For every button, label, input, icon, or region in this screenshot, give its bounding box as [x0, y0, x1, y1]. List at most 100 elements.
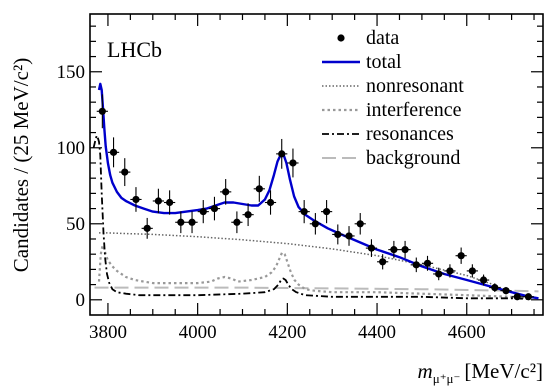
data-marker — [401, 246, 409, 254]
background-curve — [94, 286, 539, 293]
data-marker — [479, 276, 488, 284]
legend-entry-data: data — [337, 27, 399, 49]
data-point — [220, 179, 232, 205]
data-point — [500, 286, 512, 295]
x-axis-title-sub: μ⁺μ⁻ — [433, 371, 461, 386]
data-point — [298, 200, 310, 224]
data-point — [152, 188, 165, 214]
data-marker — [502, 287, 510, 295]
data-point — [466, 264, 478, 278]
data-point — [444, 264, 456, 278]
data-marker — [255, 185, 263, 193]
legend-entry-background: background — [322, 147, 460, 169]
legend-label: resonances — [366, 123, 454, 145]
data-point — [242, 203, 254, 227]
data-point — [455, 247, 467, 264]
data-point — [119, 158, 131, 187]
legend-marker — [337, 34, 345, 42]
data-point — [107, 137, 120, 168]
legend-entry-interference: interference — [322, 99, 462, 121]
plot-frame — [89, 13, 544, 316]
data-marker — [513, 293, 521, 301]
x-tick-label: 4200 — [268, 322, 306, 343]
data-marker — [177, 218, 185, 226]
data-point — [175, 211, 187, 234]
data-point — [141, 217, 153, 239]
data-marker — [468, 267, 476, 275]
x-tick-label: 4600 — [448, 322, 486, 343]
x-tick-labels: 3800 4000 4200 4400 4600 — [89, 322, 486, 343]
y-tick-label: 50 — [66, 214, 85, 235]
data-points — [96, 94, 535, 301]
legend-entry-nonresonant: nonresonant — [322, 75, 464, 97]
data-point — [489, 283, 501, 292]
data-point — [130, 187, 142, 212]
x-tick-label: 3800 — [89, 322, 127, 343]
data-marker — [367, 244, 376, 252]
data-marker — [412, 261, 420, 269]
legend-label: data — [366, 27, 399, 49]
legend: datatotalnonresonantinterferenceresonanc… — [322, 27, 464, 169]
data-point — [522, 293, 535, 301]
data-marker — [289, 159, 297, 167]
data-marker — [300, 208, 308, 216]
data-marker — [423, 259, 432, 267]
data-marker — [199, 208, 207, 216]
lhcb-label: LHCb — [107, 37, 162, 62]
y-tick-label: 0 — [76, 290, 86, 311]
legend-label: interference — [366, 99, 462, 121]
data-point — [320, 200, 333, 224]
legend-entry-resonances: resonances — [322, 123, 454, 145]
data-point — [309, 213, 321, 235]
data-point — [287, 148, 299, 178]
data-point — [433, 267, 445, 281]
data-marker — [356, 220, 364, 228]
data-marker — [132, 195, 140, 204]
data-marker — [222, 188, 230, 196]
data-marker — [379, 258, 387, 266]
x-axis-title-var: m — [418, 359, 433, 383]
data-point — [164, 190, 176, 215]
data-marker — [322, 208, 331, 216]
y-tick-label: 150 — [57, 62, 86, 83]
data-point — [208, 196, 221, 221]
data-point — [96, 94, 108, 129]
data-marker — [524, 293, 533, 301]
data-marker — [109, 148, 118, 156]
data-marker — [457, 252, 465, 260]
data-marker — [334, 230, 342, 239]
legend-entry-total: total — [322, 51, 402, 73]
y-axis-title: Candidates / (25 MeV/c²) — [9, 58, 33, 273]
data-point — [410, 257, 422, 273]
x-axis-title: mμ⁺μ⁻ [MeV/c²] — [418, 359, 543, 386]
data-marker — [446, 267, 454, 275]
data-point — [421, 255, 434, 271]
resonances-curve — [92, 134, 530, 300]
data-point — [231, 211, 243, 234]
x-tick-label: 4000 — [179, 322, 217, 343]
data-point — [276, 138, 288, 169]
legend-label: background — [366, 147, 460, 169]
data-point — [511, 293, 523, 301]
data-point — [332, 224, 344, 245]
data-marker — [121, 168, 129, 176]
data-point — [264, 190, 277, 215]
data-marker — [98, 107, 106, 115]
data-marker — [244, 211, 252, 219]
data-marker — [233, 218, 241, 226]
data-point — [197, 200, 209, 224]
x-tick-label: 4400 — [358, 322, 396, 343]
data-marker — [266, 198, 275, 207]
data-point — [186, 211, 198, 234]
data-marker — [166, 198, 174, 207]
data-point — [477, 274, 490, 286]
data-marker — [311, 220, 319, 228]
data-marker — [278, 150, 286, 158]
x-axis-title-units: [MeV/c²] — [464, 359, 543, 383]
data-marker — [390, 246, 398, 254]
legend-label: nonresonant — [366, 75, 464, 97]
data-point — [399, 240, 411, 259]
axis-ticks — [90, 14, 543, 315]
data-point — [343, 226, 355, 246]
interference-curve — [97, 244, 530, 300]
